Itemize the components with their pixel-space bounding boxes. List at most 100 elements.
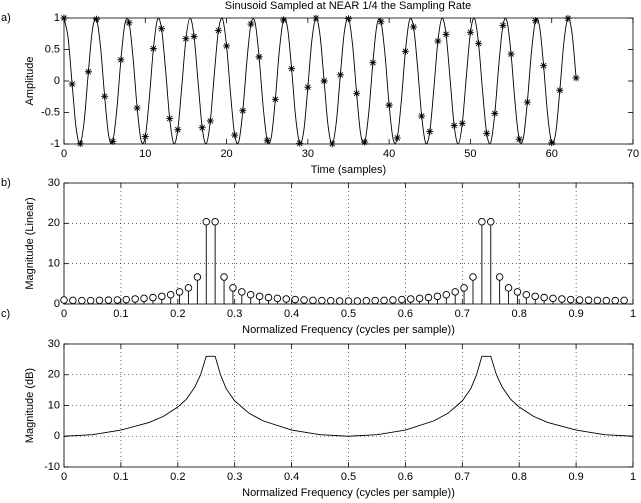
stem-marker	[291, 295, 299, 304]
y-tick-label: 30	[48, 338, 60, 350]
y-axis-label: Amplitude	[24, 57, 36, 106]
stem-marker	[309, 296, 317, 305]
star-marker	[426, 128, 434, 136]
y-tick-label: 10	[48, 399, 60, 411]
stem-marker	[487, 217, 495, 226]
x-tick-label: 1	[630, 308, 636, 320]
stem-marker	[282, 295, 291, 303]
star-marker	[548, 139, 556, 147]
stem-marker	[567, 295, 575, 304]
x-axis-label: Normalized Frequency (cycles per sample)…	[242, 487, 455, 499]
star-marker	[385, 101, 393, 109]
stem-marker	[451, 288, 459, 296]
line	[63, 355, 634, 437]
stem-marker	[415, 294, 424, 303]
star-marker	[166, 115, 174, 123]
x-tick-label: 0.6	[398, 471, 413, 483]
x-tick-label: 0.2	[170, 471, 185, 483]
y-tick-label: 0	[54, 430, 60, 442]
y-tick-label: 10	[48, 258, 60, 270]
star-marker	[125, 19, 133, 27]
stem-marker	[175, 288, 184, 296]
stem-marker	[220, 273, 228, 281]
x-tick-label: 0.8	[512, 471, 527, 483]
x-tick-label: 0.3	[227, 308, 242, 320]
y-tick-label: 0	[54, 75, 60, 87]
stem-marker	[380, 296, 388, 305]
x-tick-label: 40	[383, 148, 395, 160]
star-marker	[507, 50, 515, 58]
stem-marker	[255, 292, 264, 301]
stem-marker	[371, 296, 379, 305]
x-tick-label: 10	[139, 148, 151, 160]
x-tick-label: 60	[546, 148, 558, 160]
x-tick-label: 0	[61, 308, 67, 320]
x-tick-label: 0.5	[341, 308, 356, 320]
x-tick-label: 0.2	[170, 308, 185, 320]
stem-marker	[149, 293, 157, 302]
star-marker	[198, 124, 206, 132]
star-marker	[304, 83, 312, 91]
stem-marker	[584, 296, 593, 304]
stem-marker	[611, 296, 619, 305]
stem-marker	[264, 293, 273, 302]
y-axis-label: Magnitude (Linear)	[24, 197, 36, 289]
star-marker	[369, 59, 377, 67]
star-marker	[174, 126, 182, 134]
star-marker	[336, 71, 344, 79]
stem-marker	[78, 296, 86, 305]
stem-marker	[558, 295, 566, 303]
x-tick-label: 0.7	[455, 471, 470, 483]
star-marker	[418, 112, 426, 120]
stem-marker	[86, 296, 95, 305]
stem-marker	[540, 293, 548, 302]
stem-marker	[184, 284, 193, 292]
stem-marker	[549, 294, 557, 303]
line	[63, 17, 577, 145]
stem-marker	[620, 296, 628, 305]
stem-marker	[344, 297, 353, 305]
star-marker	[320, 77, 328, 85]
x-tick-label: 70	[627, 148, 639, 160]
x-tick-label: 20	[220, 148, 232, 160]
star-marker	[393, 134, 401, 142]
star-marker	[149, 45, 157, 53]
x-tick-label: 0.1	[113, 471, 128, 483]
stem-marker	[60, 296, 68, 304]
y-tick-label: 30	[48, 177, 60, 189]
star-marker	[572, 74, 580, 82]
star-marker	[377, 18, 385, 26]
star-marker	[76, 140, 84, 148]
stem-marker	[131, 295, 139, 303]
star-marker	[442, 30, 450, 38]
x-tick-label: 0.9	[568, 308, 583, 320]
x-tick-label: 1	[630, 471, 636, 483]
star-marker	[483, 129, 491, 137]
star-marker	[450, 122, 458, 130]
stem-marker	[140, 294, 148, 303]
x-tick-label: 0.4	[284, 308, 299, 320]
star-marker	[556, 86, 564, 94]
star-marker	[60, 14, 68, 22]
star-marker	[214, 26, 222, 34]
x-axis-label: Normalized Frequency (cycles per sample)…	[242, 324, 455, 336]
stem-marker	[522, 290, 531, 299]
star-marker	[540, 62, 548, 70]
stem-marker	[478, 217, 486, 226]
stem-marker	[602, 296, 611, 305]
star-marker	[141, 133, 149, 141]
y-tick-label: 0	[54, 298, 60, 310]
star-marker	[101, 92, 109, 100]
stem-marker	[353, 297, 362, 305]
star-marker	[117, 56, 125, 64]
stem-marker	[326, 297, 335, 305]
star-marker	[133, 104, 141, 112]
stem-marker	[113, 296, 122, 304]
stem-marker	[95, 296, 104, 305]
star-marker	[345, 15, 352, 23]
stem-marker	[389, 296, 397, 304]
panel-label: b)	[1, 177, 11, 189]
x-tick-label: 0.6	[398, 308, 413, 320]
stem-marker	[122, 295, 130, 304]
